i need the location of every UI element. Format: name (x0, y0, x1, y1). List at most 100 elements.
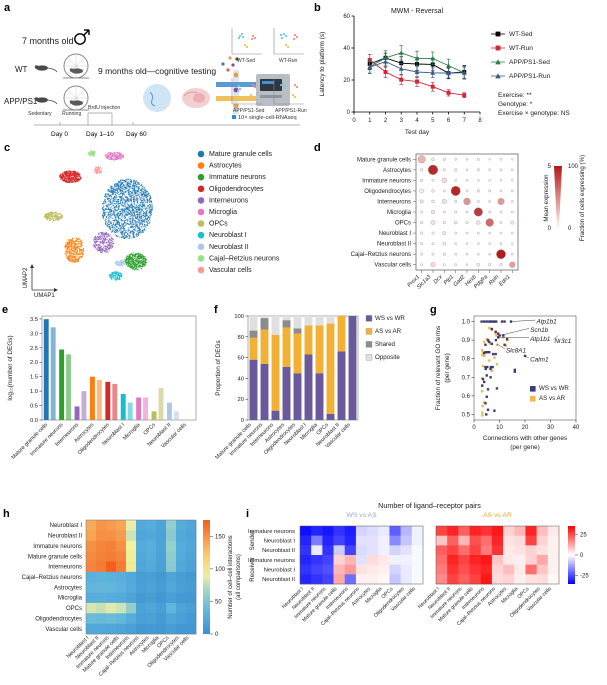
left-heatmap-cell (378, 555, 390, 565)
right-heatmap-cell (447, 535, 459, 546)
left-heatmap-cell (355, 535, 368, 546)
legend-label-1: WT-Run (509, 45, 533, 52)
left-heatmap-cell (400, 555, 413, 565)
row-label-0: Neuroblast I (50, 523, 83, 529)
cb-tick-label: 0 (580, 553, 584, 559)
annotation-leader (510, 319, 536, 322)
heatmap-cell (156, 602, 167, 614)
panel-d-label: d (314, 142, 321, 154)
dot (488, 210, 492, 214)
x-tick-label: 7 (463, 118, 467, 124)
right-heatmap-cell (514, 526, 526, 536)
stack-seg-4-3 (293, 316, 302, 329)
stat-text-2: Exercise × genotype: NS (498, 110, 570, 117)
legend-swatch-3 (365, 354, 373, 361)
row-label-8: OPCs (66, 606, 82, 612)
dot (476, 189, 480, 193)
left-heatmap-cell (300, 574, 312, 585)
data-point (446, 70, 451, 76)
umap-cluster-5 (104, 151, 125, 161)
x-tick-label: 20 (522, 425, 529, 431)
data-point (461, 70, 467, 75)
row-label-8: Neuroblast II (377, 242, 411, 248)
heatmap-cell (166, 602, 177, 614)
heatmap-cell (96, 582, 107, 593)
cb-tick-label: 0 (215, 632, 219, 638)
legend-label-2: Immature neurons (209, 174, 266, 181)
bar-as-5 (127, 402, 133, 420)
point-ws (486, 408, 490, 411)
point-as (488, 326, 491, 330)
left-heatmap-cell (311, 555, 323, 565)
heatmap-cell (176, 602, 187, 614)
dot (454, 168, 458, 172)
sedentary-label: Sedentary (28, 111, 52, 117)
heatmap-cell (146, 582, 157, 593)
stack-seg-3-3 (282, 316, 291, 321)
legend-swatch-2 (365, 341, 373, 348)
panel-a-label: a (4, 2, 11, 14)
y-tick-label: 80 (238, 335, 244, 341)
point-ws (484, 351, 487, 354)
legend-label-0: WS vs WR (539, 385, 569, 392)
heatmap-cell (176, 582, 187, 593)
heatmap-cell (146, 623, 157, 635)
heatmap-cell (116, 613, 127, 624)
data-point (462, 93, 467, 98)
x-cat-label-6: Microglia (122, 422, 142, 442)
heatmap-cell (106, 571, 117, 583)
left-heatmap-cell (300, 555, 312, 565)
x-tick-label: 0 (352, 118, 356, 124)
stack-seg-5-1 (304, 325, 313, 355)
y-axis-label: Latency to platform (s) (319, 32, 326, 97)
dot (420, 178, 424, 182)
x-axis-label-2: (per gene) (510, 444, 540, 451)
dot (473, 207, 483, 217)
running-label: Running (62, 111, 81, 117)
right-heatmap-cell (547, 555, 560, 565)
right-heatmap-cell (547, 545, 560, 556)
legend-label-8: Neuroblast II (209, 244, 249, 251)
panel-h-label: h (3, 508, 10, 520)
point-ws (484, 343, 487, 346)
left-heatmap-cell (400, 535, 413, 546)
heatmap-cell (96, 551, 107, 562)
left-heatmap-cell (344, 555, 357, 565)
left-heatmap-cell (333, 555, 346, 565)
annotation-2: Atp1b1 (529, 336, 551, 343)
point-as (493, 356, 496, 359)
plot-frame (41, 315, 197, 421)
left-heatmap-cell (322, 555, 334, 565)
dot (442, 157, 446, 161)
row-label-3: Immature neurons (248, 558, 295, 564)
legend-swatch-1 (530, 396, 536, 402)
dot (465, 252, 469, 256)
plot-frame (247, 315, 359, 421)
size-legend-label: Fraction of cells expressing (%) (579, 155, 586, 241)
dot (499, 242, 503, 245)
point-as (480, 390, 484, 393)
heatmap-cell (96, 623, 107, 635)
y-tick-label: 0.5 (30, 404, 38, 410)
panel-b-label: b (314, 2, 321, 14)
seq-label: 10× single-cell-RNAseq (238, 115, 297, 121)
dot (454, 242, 457, 245)
umap-thumb-appps1-run: APP/PS1-Run (273, 78, 307, 114)
cb-tick-label: -25 (580, 574, 589, 580)
data-point (398, 50, 404, 55)
right-heatmap-cell (525, 535, 537, 546)
annotation-0: Atp1b1 (535, 319, 557, 326)
heatmap-cell (136, 551, 147, 562)
point-ws (502, 334, 505, 337)
x-tick-label: 40 (573, 425, 580, 431)
panel-f: f 0 20 40 60 80 100 Proportion of DEGs Mature g… (208, 294, 416, 484)
panel-e-barchart: 0.0 0.5 1.0 1.5 2.0 2.5 3.0 3.5 log₁₀(number of … (7, 315, 197, 461)
point-ws (486, 365, 489, 369)
size-legend-max: 100 (568, 164, 579, 170)
legend-dot-9 (197, 255, 205, 262)
row-label-2: Immature neurons (33, 544, 82, 550)
right-heatmap-cell (458, 555, 470, 565)
point-ws (484, 402, 487, 405)
panel-e-label: e (2, 304, 9, 316)
dot (465, 179, 469, 182)
